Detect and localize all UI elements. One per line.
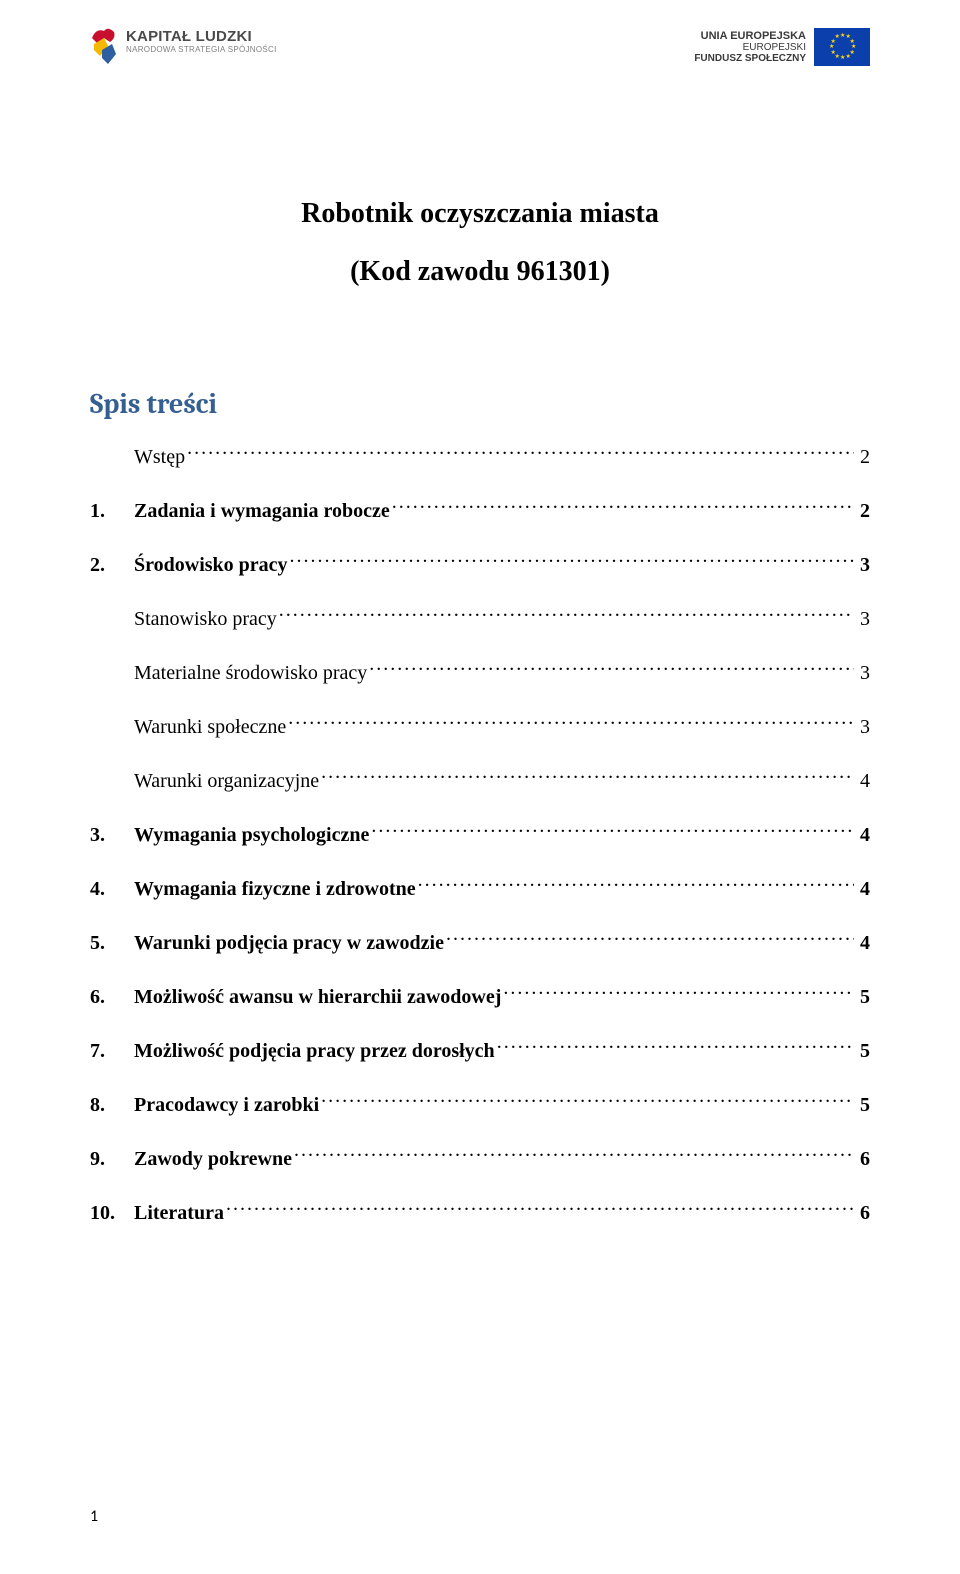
toc-entry: 10.Literatura 6 [90,1196,870,1226]
toc-entry: 3.Wymagania psychologiczne 4 [90,818,870,848]
toc-entry: 6.Możliwość awansu w hierarchii zawodowe… [90,980,870,1010]
toc-entry-label: Literatura [134,1200,224,1226]
page-number: 1 [90,1507,98,1526]
document-subtitle: (Kod zawodu 961301) [90,256,870,288]
eu-star-icon: ★ [850,40,854,44]
toc-entry-label: Wymagania psychologiczne [134,822,369,848]
toc-entry-page: 2 [856,444,870,470]
left-logo-line1: KAPITAŁ LUDZKI [126,28,277,45]
toc-leader-dots [369,656,854,679]
toc-entry: 1.Zadania i wymagania robocze 2 [90,494,870,524]
left-logo-line2: NARODOWA STRATEGIA SPÓJNOŚCI [126,45,277,54]
toc-leader-dots [321,1088,854,1111]
toc-entry-page: 5 [856,1038,870,1064]
toc-entry-page: 3 [856,552,870,578]
toc-entry: 5.Warunki podjęcia pracy w zawodzie 4 [90,926,870,956]
toc-leader-dots [187,440,854,463]
toc-entry-label: Pracodawcy i zarobki [134,1092,319,1118]
toc-entry-number: 3. [90,822,134,848]
toc-entry-page: 6 [856,1146,870,1172]
toc-leader-dots [321,764,854,787]
left-funding-logo: KAPITAŁ LUDZKI NARODOWA STRATEGIA SPÓJNO… [90,28,277,68]
toc-entry-label: Warunki podjęcia pracy w zawodzie [134,930,444,956]
toc-entry: Stanowisko pracy 3 [90,602,870,632]
toc-entry: Warunki społeczne 3 [90,710,870,740]
document-page: KAPITAŁ LUDZKI NARODOWA STRATEGIA SPÓJNO… [0,0,960,1574]
toc-entry-page: 5 [856,1092,870,1118]
toc-entry-page: 2 [856,498,870,524]
toc-entry-label: Materialne środowisko pracy [134,660,367,686]
right-logo-line2: EUROPEJSKI [694,42,806,53]
eu-star-icon: ★ [829,45,833,49]
toc-leader-dots [392,494,854,517]
toc-entry-number: 4. [90,876,134,902]
toc-entry: 9.Zawody pokrewne 6 [90,1142,870,1172]
toc-entry-page: 3 [856,606,870,632]
eu-star-icon: ★ [840,34,844,38]
toc-entry-label: Możliwość awansu w hierarchii zawodowej [134,984,501,1010]
toc-leader-dots [371,818,854,841]
toc-entry: 2.Środowisko pracy 3 [90,548,870,578]
document-title: Robotnik oczyszczania miasta [90,198,870,230]
toc-entry-number: 6. [90,984,134,1010]
toc-entry: 8.Pracodawcy i zarobki 5 [90,1088,870,1118]
toc-leader-dots [503,980,854,1003]
toc-leader-dots [294,1142,854,1165]
toc-entry-label: Wymagania fizyczne i zdrowotne [134,876,416,902]
eu-star-icon: ★ [851,45,855,49]
toc-leader-dots [279,602,854,625]
toc-entry: Materialne środowisko pracy 3 [90,656,870,686]
toc-entry: Warunki organizacyjne 4 [90,764,870,794]
table-of-contents: Wstęp 2 1.Zadania i wymagania robocze 2 2.Śr… [90,440,870,1226]
toc-leader-dots [226,1196,854,1219]
toc-entry-number: 9. [90,1146,134,1172]
toc-leader-dots [497,1034,854,1057]
toc-entry-page: 5 [856,984,870,1010]
toc-entry-label: Stanowisko pracy [134,606,277,632]
kapital-ludzki-icon [90,28,118,68]
toc-entry-page: 3 [856,714,870,740]
toc-entry-label: Zawody pokrewne [134,1146,292,1172]
toc-entry: Wstęp 2 [90,440,870,470]
eu-star-icon: ★ [840,56,844,60]
toc-entry-label: Środowisko pracy [134,552,288,578]
toc-entry-page: 4 [856,768,870,794]
eu-star-icon: ★ [830,51,834,55]
toc-leader-dots [288,710,854,733]
toc-leader-dots [290,548,854,571]
toc-leader-dots [418,872,854,895]
toc-entry-page: 4 [856,930,870,956]
eu-star-icon: ★ [846,55,850,59]
right-logo-line1: UNIA EUROPEJSKA [694,30,806,42]
toc-entry-page: 4 [856,822,870,848]
toc-heading: Spis treści [90,388,870,420]
toc-entry-page: 3 [856,660,870,686]
toc-entry-number: 10. [90,1200,134,1226]
eu-star-icon: ★ [835,35,839,39]
toc-entry-label: Możliwość podjęcia pracy przez dorosłych [134,1038,495,1064]
toc-entry-label: Warunki społeczne [134,714,286,740]
toc-entry-label: Zadania i wymagania robocze [134,498,390,524]
toc-entry-number: 2. [90,552,134,578]
toc-entry-label: Wstęp [134,444,185,470]
toc-entry: 4.Wymagania fizyczne i zdrowotne 4 [90,872,870,902]
toc-entry: 7.Możliwość podjęcia pracy przez dorosły… [90,1034,870,1064]
toc-entry-number: 8. [90,1092,134,1118]
right-funding-logo: UNIA EUROPEJSKA EUROPEJSKI FUNDUSZ SPOŁE… [694,28,870,66]
right-logo-line3: FUNDUSZ SPOŁECZNY [694,53,806,64]
page-header: KAPITAŁ LUDZKI NARODOWA STRATEGIA SPÓJNO… [90,28,870,68]
toc-leader-dots [446,926,854,949]
toc-entry-label: Warunki organizacyjne [134,768,319,794]
toc-entry-number: 5. [90,930,134,956]
right-logo-text: UNIA EUROPEJSKA EUROPEJSKI FUNDUSZ SPOŁE… [694,30,806,64]
toc-entry-page: 6 [856,1200,870,1226]
toc-entry-number: 1. [90,498,134,524]
toc-entry-number: 7. [90,1038,134,1064]
left-logo-text: KAPITAŁ LUDZKI NARODOWA STRATEGIA SPÓJNO… [126,28,277,54]
eu-flag-icon: ★★★★★★★★★★★★ [814,28,870,66]
toc-entry-page: 4 [856,876,870,902]
